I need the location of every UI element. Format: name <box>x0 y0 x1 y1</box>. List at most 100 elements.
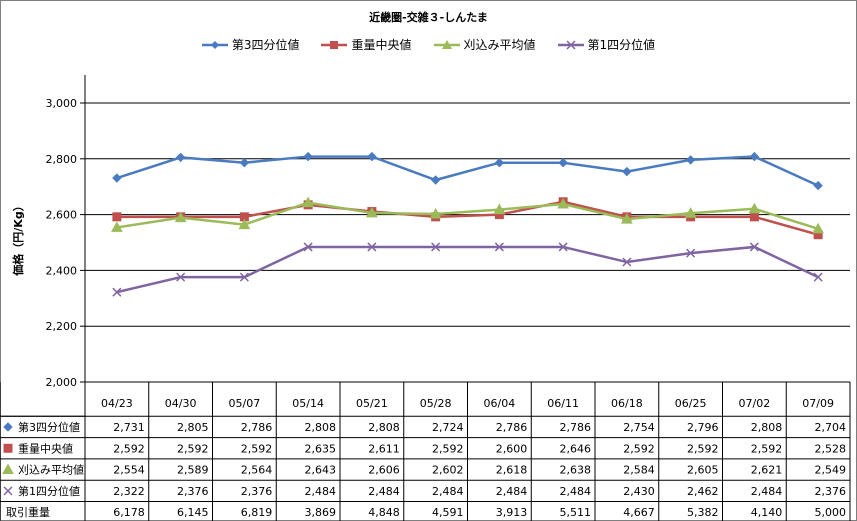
data-label: 2,430 <box>623 485 655 498</box>
data-label: 2,600 <box>496 442 528 455</box>
data-label: 2,796 <box>687 421 719 434</box>
legend-swatch <box>201 40 228 49</box>
data-label: 2,606 <box>368 464 400 477</box>
data-label: 2,592 <box>432 442 464 455</box>
data-label: 2,704 <box>815 421 847 434</box>
data-label: 2,786 <box>241 421 273 434</box>
y-tick-label: 2,600 <box>46 209 78 222</box>
data-point-1 <box>430 175 441 185</box>
legend-swatch <box>433 39 460 49</box>
x-tick-label: 05/28 <box>420 397 452 410</box>
chart-title: 近畿圏-交雑３-しんたま <box>369 11 488 24</box>
data-point-1 <box>494 157 505 168</box>
data-label: 2,484 <box>560 485 592 498</box>
data-point-3 <box>174 211 187 223</box>
data-point-1 <box>303 151 313 162</box>
data-label: 2,484 <box>432 485 464 498</box>
weight-value: 6,178 <box>113 506 145 519</box>
data-label: 2,605 <box>687 464 719 477</box>
weight-value: 6,145 <box>177 506 209 519</box>
data-label: 2,808 <box>305 421 337 434</box>
data-point-1 <box>558 157 568 168</box>
data-label: 2,592 <box>177 442 209 455</box>
x-tick-label: 05/07 <box>229 397 261 410</box>
data-label: 2,554 <box>113 464 145 477</box>
data-label: 2,786 <box>560 421 592 434</box>
legend-label: 第1四分位値 <box>587 38 656 52</box>
weight-value: 4,667 <box>623 506 655 519</box>
weight-value: 3,913 <box>496 506 528 519</box>
x-tick-label: 06/18 <box>611 397 643 410</box>
weight-value: 4,848 <box>368 506 400 519</box>
data-label: 2,754 <box>623 421 655 434</box>
series-line-2 <box>116 200 819 236</box>
legend-swatch <box>321 40 348 49</box>
data-label: 2,592 <box>687 442 719 455</box>
data-label: 2,808 <box>751 421 783 434</box>
data-label: 2,808 <box>368 421 400 434</box>
data-point-4 <box>494 242 504 252</box>
x-tick-label: 04/30 <box>165 397 197 410</box>
data-point-3 <box>493 203 506 215</box>
data-label: 2,635 <box>305 442 337 455</box>
data-label: 2,592 <box>623 442 655 455</box>
y-tick-label: 2,400 <box>46 264 78 277</box>
legend-item-1: 第3四分位値 <box>201 36 299 53</box>
data-point-4 <box>686 248 696 258</box>
data-label: 2,376 <box>241 485 273 498</box>
x-tick-label: 05/14 <box>292 397 324 410</box>
data-point-1 <box>622 166 632 177</box>
data-point-4 <box>176 272 186 282</box>
data-point-3 <box>621 213 633 224</box>
x-tick-label: 06/11 <box>547 397 579 410</box>
legend-item-3: 刈込み平均値 <box>433 36 536 53</box>
series-line-4 <box>116 245 819 294</box>
data-label: 2,786 <box>496 421 528 434</box>
data-point-3 <box>557 197 569 209</box>
legend-item-2: 重量中央値 <box>321 36 412 53</box>
table-series-name: 第3四分位値 <box>18 420 80 434</box>
data-label: 2,638 <box>560 464 592 477</box>
data-point-3 <box>684 207 697 218</box>
data-label: 2,564 <box>241 464 273 477</box>
data-label: 2,376 <box>815 485 847 498</box>
table-series-name: 重量中央値 <box>18 441 73 455</box>
data-point-3 <box>238 218 251 230</box>
data-label: 2,724 <box>432 421 464 434</box>
legend-label: 重量中央値 <box>351 38 412 52</box>
data-label: 2,592 <box>751 442 783 455</box>
legend-key-2 <box>3 443 13 453</box>
y-tick-label: 2,000 <box>46 376 78 389</box>
weight-value: 4,591 <box>432 506 464 519</box>
x-tick-label: 07/09 <box>802 397 834 410</box>
table-series-name: 刈込み平均値 <box>18 464 84 477</box>
data-label: 2,584 <box>623 464 655 477</box>
weight-value: 5,000 <box>815 506 847 519</box>
data-label: 2,484 <box>496 485 528 498</box>
data-point-1 <box>685 155 696 165</box>
data-label: 2,611 <box>368 442 400 455</box>
chart-legend: 第3四分位値 重量中央値 刈込み平均値 第1四分位値 <box>0 36 857 53</box>
data-label: 2,376 <box>177 485 209 498</box>
x-tick-label: 04/23 <box>101 397 133 410</box>
data-point-4 <box>239 272 249 282</box>
x-tick-label: 06/04 <box>484 397 516 410</box>
data-label: 2,618 <box>496 464 528 477</box>
data-point-4 <box>367 242 377 252</box>
data-label: 2,592 <box>241 442 273 455</box>
data-label: 2,589 <box>177 464 209 477</box>
data-point-1 <box>239 157 250 168</box>
weight-value: 6,819 <box>241 506 273 519</box>
data-point-4 <box>749 242 759 252</box>
data-label: 2,484 <box>368 485 400 498</box>
data-point-1 <box>749 151 760 162</box>
weight-value: 4,140 <box>751 506 783 519</box>
data-point-4 <box>112 287 122 297</box>
data-point-3 <box>812 222 824 234</box>
data-point-2 <box>749 212 759 222</box>
x-tick-label: 07/02 <box>739 397 771 410</box>
data-label: 2,646 <box>560 442 592 455</box>
data-point-3 <box>366 206 378 218</box>
data-label: 2,731 <box>113 421 145 434</box>
weight-value: 5,382 <box>687 506 719 519</box>
